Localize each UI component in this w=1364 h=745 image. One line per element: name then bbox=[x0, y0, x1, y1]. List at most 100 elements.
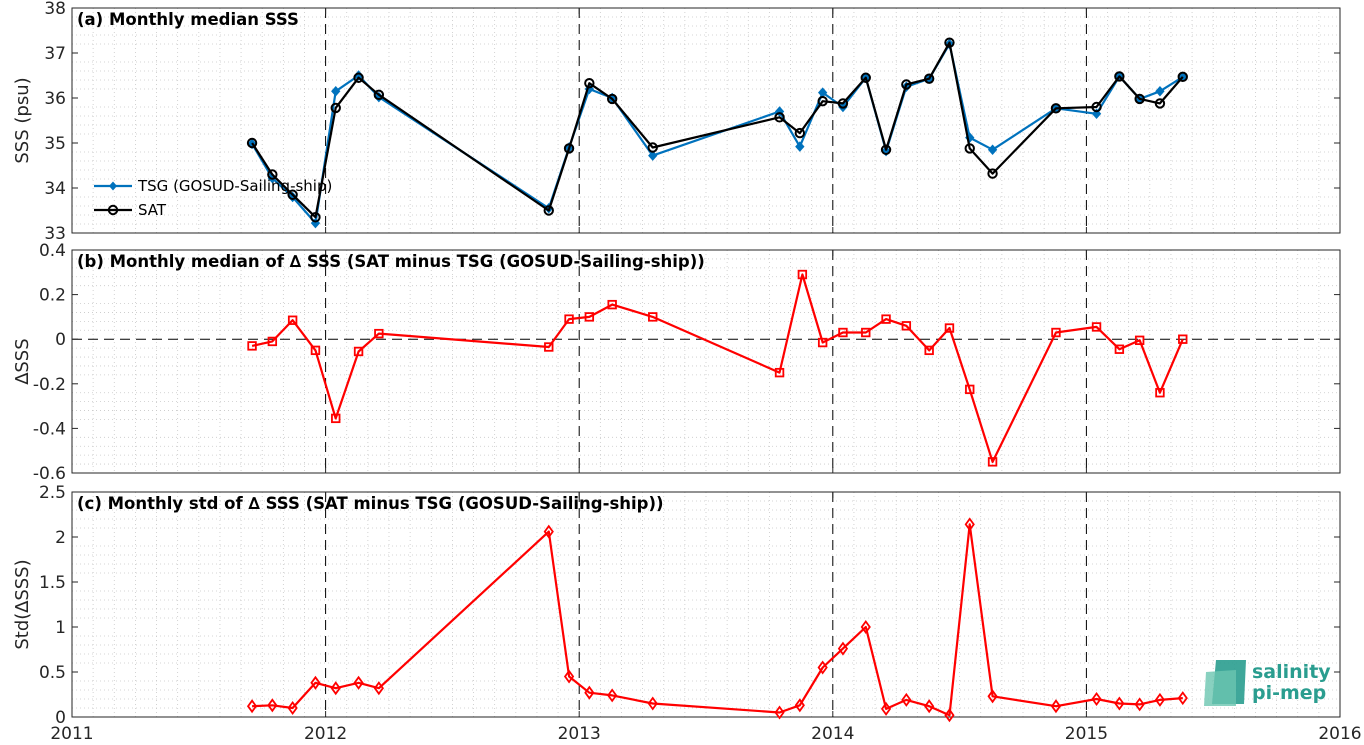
x-tick-label: 2011 bbox=[50, 724, 93, 744]
data-point bbox=[795, 141, 805, 152]
data-point bbox=[817, 95, 828, 107]
data-point bbox=[964, 517, 975, 532]
data-point bbox=[1154, 692, 1166, 707]
y-axis-label: ∆SSS bbox=[12, 338, 33, 385]
y-tick-label: 2.5 bbox=[39, 483, 66, 503]
data-point bbox=[1091, 101, 1102, 113]
data-point bbox=[1091, 322, 1102, 332]
data-point bbox=[544, 342, 554, 352]
data-point bbox=[607, 299, 617, 310]
y-tick-label: 1 bbox=[55, 618, 66, 638]
data-point bbox=[881, 314, 891, 324]
panels: 33 34 35 36 37 38 SSS (psu) (a) Monthly median … bbox=[12, 0, 1362, 744]
logo-line2: pi-mep bbox=[1252, 682, 1326, 704]
legend-marker-0 bbox=[109, 181, 117, 191]
data-point bbox=[374, 328, 384, 339]
y-tick-label: 1.5 bbox=[39, 573, 66, 593]
data-point bbox=[1091, 691, 1102, 707]
data-point bbox=[817, 660, 828, 675]
y-tick-label: 35 bbox=[44, 134, 66, 154]
data-point bbox=[817, 337, 828, 348]
data-point bbox=[901, 79, 912, 90]
data-point bbox=[1177, 691, 1188, 706]
data-point bbox=[838, 327, 848, 338]
data-point bbox=[797, 269, 808, 280]
data-point bbox=[1114, 696, 1125, 711]
data-point bbox=[987, 689, 998, 704]
x-tick-label: 2016 bbox=[1318, 724, 1361, 744]
data-point bbox=[648, 312, 658, 322]
x-tick-label: 2013 bbox=[558, 724, 601, 744]
x-tick-label: 2014 bbox=[811, 724, 854, 744]
panel-2: 0 0.5 1 1.5 2 2.5 2011 2012 2013 2014 2015 2016 Std(… bbox=[12, 483, 1362, 744]
data-point bbox=[860, 619, 871, 635]
data-point bbox=[987, 144, 998, 156]
data-point bbox=[607, 688, 618, 703]
y-tick-label: 0.2 bbox=[39, 286, 66, 306]
axes-box bbox=[71, 491, 1341, 718]
y-tick-label: 34 bbox=[44, 179, 66, 199]
data-point bbox=[1050, 699, 1062, 714]
data-point bbox=[837, 98, 849, 109]
data-point bbox=[287, 189, 298, 200]
y-tick-label: -0.6 bbox=[33, 464, 66, 484]
y-tick-label: 0 bbox=[55, 330, 66, 350]
data-point bbox=[563, 143, 575, 154]
data-point bbox=[1154, 98, 1166, 109]
y-tick-label: -0.4 bbox=[33, 419, 66, 439]
data-point bbox=[331, 413, 341, 424]
data-point bbox=[774, 705, 785, 720]
y-tick-label: 0.4 bbox=[39, 241, 66, 261]
panel-0: 33 34 35 36 37 38 SSS (psu) (a) Monthly median … bbox=[12, 0, 1341, 244]
data-point bbox=[1155, 85, 1165, 97]
data-point bbox=[648, 150, 658, 161]
data-point bbox=[287, 700, 298, 716]
data-point bbox=[584, 77, 595, 89]
data-point bbox=[944, 323, 955, 333]
logo: salinity pi-mep bbox=[1204, 660, 1331, 706]
panel-title: (b) Monthly median of ∆ SSS (SAT minus T… bbox=[77, 252, 705, 271]
y-tick-label: 2 bbox=[55, 528, 66, 548]
x-tick-label: 2012 bbox=[304, 724, 347, 744]
data-point bbox=[563, 669, 575, 684]
data-point bbox=[1134, 93, 1145, 105]
y-tick-label: 0 bbox=[55, 708, 66, 728]
data-point bbox=[774, 112, 785, 123]
data-point bbox=[860, 72, 871, 83]
data-point bbox=[267, 169, 278, 180]
axes-box bbox=[71, 7, 1341, 234]
panel-title: (a) Monthly median SSS bbox=[77, 10, 299, 29]
data-point bbox=[310, 345, 321, 356]
x-tick-label: 2015 bbox=[1065, 724, 1108, 744]
data-point bbox=[880, 144, 892, 155]
data-point bbox=[564, 314, 574, 324]
plot-area bbox=[72, 250, 1340, 473]
y-tick-label: 38 bbox=[44, 0, 66, 19]
series-line-0 bbox=[251, 273, 1184, 463]
y-tick-label: 36 bbox=[44, 89, 66, 109]
data-point bbox=[1155, 388, 1165, 398]
data-point bbox=[246, 699, 258, 714]
panel-1: -0.6 -0.4 -0.2 0 0.2 0.4 ∆SSS (b) Monthly media… bbox=[12, 241, 1341, 484]
data-point bbox=[987, 168, 998, 179]
data-point bbox=[543, 524, 554, 539]
y-tick-label: -0.2 bbox=[33, 375, 66, 395]
data-point bbox=[987, 457, 998, 467]
data-point bbox=[924, 699, 935, 714]
data-point bbox=[901, 321, 912, 331]
y-tick-label: 37 bbox=[44, 44, 66, 64]
data-point bbox=[373, 681, 384, 696]
data-point bbox=[584, 685, 595, 700]
data-point bbox=[923, 73, 935, 84]
legend-marker-1 bbox=[107, 204, 119, 216]
y-axis-label: Std(∆SSS) bbox=[12, 559, 33, 649]
data-point bbox=[794, 127, 806, 139]
data-point bbox=[331, 85, 341, 97]
data-point bbox=[1178, 334, 1188, 344]
data-point bbox=[330, 681, 341, 696]
series-line-1 bbox=[251, 41, 1184, 219]
data-point bbox=[543, 205, 554, 216]
data-point bbox=[647, 696, 658, 711]
data-point bbox=[964, 143, 975, 154]
